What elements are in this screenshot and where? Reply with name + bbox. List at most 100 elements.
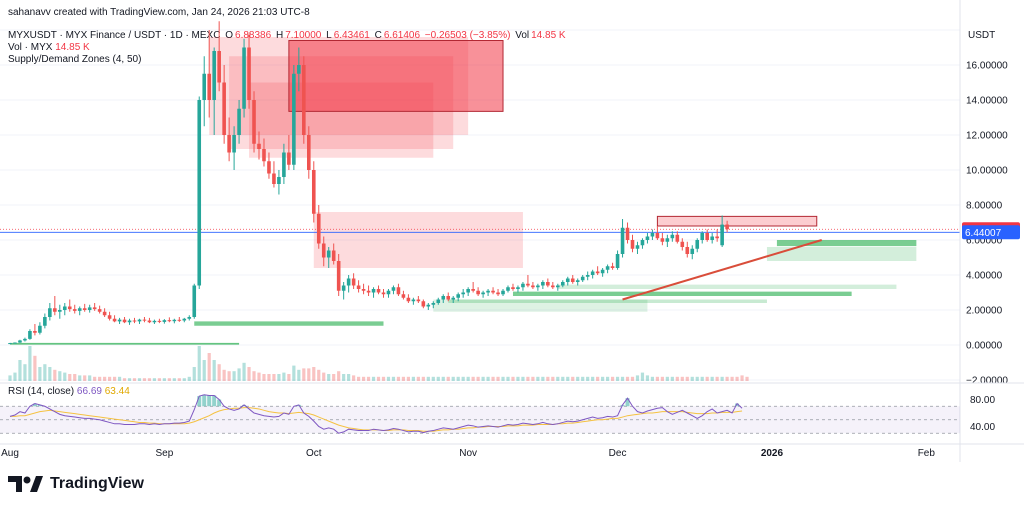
candle-body <box>720 224 724 246</box>
candle-body <box>560 282 565 286</box>
volume-bar <box>491 376 495 381</box>
volume-bar <box>586 376 590 381</box>
candle-body <box>192 285 197 317</box>
volume-bar <box>317 369 321 381</box>
price-tag <box>962 225 1020 240</box>
candle-body <box>67 306 72 310</box>
volume-bar <box>466 376 470 381</box>
candle-body <box>202 73 207 100</box>
volume-bar <box>142 378 147 381</box>
candle-body <box>386 290 391 295</box>
volume-bar <box>137 378 142 381</box>
candle-body <box>112 318 117 322</box>
volume-bar <box>431 376 435 381</box>
candle-body <box>102 311 107 316</box>
candle-body <box>127 320 132 323</box>
high-value: 7.10000 <box>285 30 322 41</box>
candle-body <box>366 290 371 293</box>
open-label: O <box>225 30 234 41</box>
candle-body <box>287 152 291 165</box>
volume-bar <box>725 376 729 381</box>
candle-body <box>356 285 361 289</box>
candle-body <box>655 233 660 239</box>
demand-zone <box>433 299 648 312</box>
candle-body <box>685 247 690 254</box>
volume-bar <box>8 375 12 381</box>
candle-body <box>72 309 77 311</box>
candle-body <box>650 233 655 237</box>
volume-bar <box>685 376 689 381</box>
candle-body <box>43 317 47 326</box>
rsi-legend: RSI (14, close) 66.69 63.44 <box>8 386 130 398</box>
currency-label: USDT <box>968 30 995 41</box>
demand-zone <box>766 247 917 261</box>
volume-bar <box>476 376 480 381</box>
candle-body <box>336 261 341 291</box>
volume-bar <box>670 376 674 381</box>
volume-bar <box>695 376 699 381</box>
tradingview-logo-text: TradingView <box>50 475 144 492</box>
volume-bar <box>446 376 450 381</box>
candle-body <box>476 290 480 295</box>
volume-bar <box>705 376 709 381</box>
candle-body <box>217 51 221 83</box>
volume-bar <box>352 375 356 381</box>
candle-body <box>506 287 510 291</box>
volume-bar <box>700 376 704 381</box>
candle-body <box>590 271 595 275</box>
candle-body <box>436 299 441 303</box>
volume-bar <box>103 376 107 381</box>
candle-body <box>38 325 42 333</box>
candle-body <box>536 285 540 288</box>
volume-bar <box>680 376 684 381</box>
candle-body <box>665 238 670 242</box>
candle-body <box>316 213 321 244</box>
volume-bar <box>496 376 500 381</box>
tradingview-logo[interactable]: TradingView <box>8 474 144 494</box>
volume-bar <box>108 376 112 381</box>
volume-bar <box>132 378 137 381</box>
chart-credit: sahanavv created with TradingView.com, J… <box>8 7 310 18</box>
candle-body <box>565 278 570 282</box>
candle-body <box>277 177 281 184</box>
demand-zone <box>557 284 897 289</box>
volume-bar <box>197 346 201 381</box>
volume-bar <box>576 376 580 381</box>
candle-body <box>635 245 640 249</box>
volume-bar <box>48 367 52 381</box>
candle-body <box>87 307 92 310</box>
volume-bar <box>715 376 719 381</box>
volume-bar <box>337 371 341 381</box>
candle-body <box>695 240 700 249</box>
volume-bar <box>78 375 82 381</box>
volume-bar <box>391 376 396 381</box>
candle-body <box>48 308 52 317</box>
volume-bar <box>207 353 211 381</box>
candle-body <box>28 331 32 339</box>
candle-body <box>496 292 500 295</box>
volume-bar <box>601 376 605 381</box>
volume-bar <box>327 374 331 381</box>
change-value: −0.26503 (−3.85%) <box>424 30 511 41</box>
y-tick-label: −2.00000 <box>966 376 1008 387</box>
tradingview-logo-icon <box>8 476 43 492</box>
candle-body <box>710 236 714 240</box>
candle-body <box>227 135 231 153</box>
volume-bar <box>262 374 266 381</box>
volume-bar <box>83 375 87 381</box>
y-tick-label: 12.00000 <box>966 131 1008 142</box>
rsi-y-tick-label: 40.00 <box>970 422 995 433</box>
volume-bar <box>112 376 117 381</box>
x-tick-label: Oct <box>306 448 322 459</box>
volume-bar <box>610 376 615 381</box>
candle-body <box>401 294 406 298</box>
volume-bar <box>516 376 520 381</box>
volume-bar <box>127 378 132 381</box>
volume-bar <box>361 376 366 381</box>
volume-bar <box>53 369 57 381</box>
demand-zone <box>448 299 767 303</box>
volume-bar <box>287 374 291 381</box>
candle-body <box>441 296 446 300</box>
volume-bar <box>536 376 540 381</box>
